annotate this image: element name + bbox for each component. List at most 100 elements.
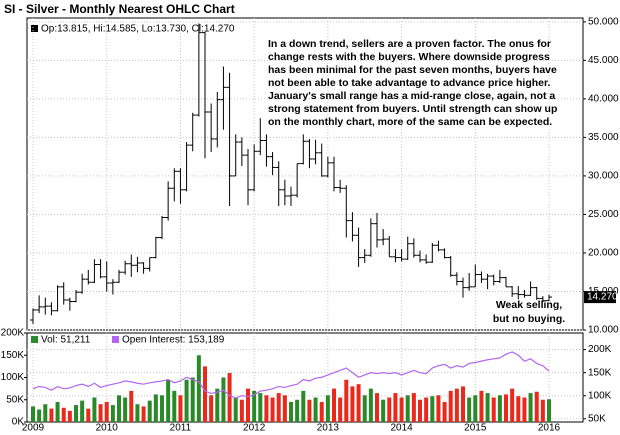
volume-bar [522,397,527,422]
volume-bar [227,373,232,422]
volume-bar [246,388,251,422]
annotation: has been minimal for the past seven mont… [268,64,557,76]
volume-bar [61,407,66,422]
volume-bar [67,410,72,422]
oi-line [32,351,550,399]
y-tick-label: 150K [1,350,25,361]
legend-label: Open Interest: 153,189 [122,335,225,346]
y-tick-label: 50.000 [588,16,619,27]
y-tick-label: 40.000 [588,94,619,105]
volume-bar [215,388,220,422]
price-label: 14.270 [587,292,618,303]
volume-bar [350,386,355,422]
y-tick-label: 45.000 [588,55,619,66]
volume-bar [178,395,183,422]
y-tick-label: 20.000 [588,248,619,259]
volume-bar [344,379,349,422]
legend-swatch [31,336,38,343]
volume-bar [239,399,244,422]
volume-bar [166,379,171,422]
volume-bar [375,393,380,422]
x-tick-label: 2012 [243,423,266,434]
volume-bar [141,406,146,422]
volume-bar [184,379,189,422]
volume-bar [49,408,54,422]
volume-bar [325,395,330,422]
annotation: change rests with the buyers. Where down… [268,51,550,63]
volume-bar [510,388,515,422]
volume-bar [504,394,509,422]
x-tick-label: 2016 [538,423,561,434]
legend-text: Op:13.815, Hi:14.585, Lo:13.730, Cl:14.2… [41,24,235,35]
volume-bar [153,394,158,422]
volume-bar [436,395,441,422]
volume-bar [31,406,35,422]
volume-bar [123,397,128,422]
chart-title: SI - Silver - Monthly Nearest OHLC Chart [4,2,235,16]
x-tick-label: 2009 [22,423,45,434]
volume-bar [209,395,214,422]
volume-bar [270,397,275,422]
legend-swatch [31,25,38,32]
x-tick-label: 2011 [170,423,192,434]
volume-bar [362,395,367,422]
volume-bar [98,404,103,422]
volume-bar [301,390,306,422]
volume-bar [381,399,386,422]
price-label-box [584,291,616,304]
y-tick-label: 25.000 [588,209,619,220]
volume-bar [430,396,435,422]
volume-bar [221,377,226,422]
volume-bar [356,384,361,422]
volume-bar [547,399,552,422]
volume-bar [479,390,484,422]
volume-bar [190,377,195,422]
volume-bar [264,395,269,422]
volume-bar [289,401,294,422]
volume-bar [147,400,152,422]
volume-bar [203,366,208,422]
price-panel [26,17,584,331]
volume-bar [80,400,85,422]
y2-tick-label: 100K [588,390,612,401]
annotation: on the monthly chart, more of the same c… [268,116,552,128]
y2-tick-label: 200K [588,344,612,355]
y-tick-label: 30.000 [588,171,619,182]
volume-bar [37,409,42,422]
volume-bar [491,397,496,422]
volume-bar [110,405,115,422]
volume-bar [104,401,109,422]
legend-swatch [112,336,119,343]
volume-bar [86,408,91,422]
volume-bar [411,393,416,422]
volume-bar [442,401,447,422]
volume-bar [92,397,97,422]
legend-label: Vol: 51,211 [41,335,91,346]
volume-bar [295,399,300,422]
volume-bar [135,404,140,422]
volume-bar [252,390,257,422]
volume-bar [258,393,263,422]
volume-bar [418,399,423,422]
volume-bar [313,397,318,422]
y-tick-label: 0K [12,417,25,428]
volume-bar [387,397,392,422]
volume-bar [405,395,410,422]
volume-bar [307,399,312,422]
annotation: but no buying. [493,313,565,325]
annotation: not been able to take advantage to advan… [268,77,550,89]
volume-bar [332,388,337,422]
volume-bar [399,397,404,422]
volume-bar [424,397,429,422]
volume-bar [196,355,201,422]
volume-bar [448,390,453,422]
volume-bar [276,393,281,422]
volume-bar [129,390,134,422]
volume-bar [338,397,343,422]
y-tick-label: 100K [1,372,25,383]
volume-bar [368,388,373,422]
volume-bar [467,397,472,422]
volume-bar [393,393,398,422]
volume-bar [160,395,165,422]
